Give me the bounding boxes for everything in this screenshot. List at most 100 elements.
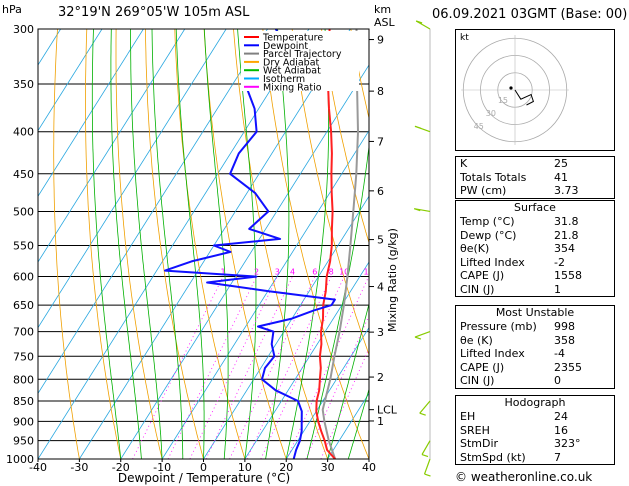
surface-title: Surface <box>514 201 556 214</box>
eh-row: EH 24 <box>460 410 568 423</box>
wind-barb <box>421 440 431 455</box>
wet-adiabat <box>347 388 369 459</box>
mixing-ratio-label: 8 <box>329 268 334 277</box>
datetime-label: 06.09.2021 03GMT (Base: 00) <box>432 7 628 22</box>
parcel-trajectory-line <box>321 29 359 459</box>
legend-entry: Isotherm <box>263 74 305 85</box>
isotherm-line <box>38 29 144 198</box>
temperature-line <box>315 29 336 459</box>
legend-entry: Temperature <box>262 33 323 44</box>
pressure-tick-label: 700 <box>13 326 34 339</box>
dry-adiabat <box>203 29 287 459</box>
wet-adiabat <box>151 29 184 459</box>
dry-adiabat <box>85 29 122 459</box>
most-unstable-table: Most Unstable Pressure (mb) 998 θe (K) 358… <box>455 305 615 389</box>
x-tick-label: 40 <box>362 461 376 474</box>
dry-adiabat <box>145 29 204 459</box>
mixing-ratio-label: 15 <box>364 268 374 277</box>
surface-lifted-index-row: Lifted Index -2 <box>460 255 565 269</box>
asl-unit-label: ASL <box>374 16 395 29</box>
surface-temp-row: Temp (°C) 31.8 <box>460 215 579 228</box>
wet-adiabat <box>130 29 163 459</box>
surface-dewp-row: Dewp (°C) 21.8 <box>460 228 579 242</box>
hodograph-ring-label: 15 <box>498 96 508 105</box>
copyright-footer: © weatheronline.co.uk <box>455 470 593 484</box>
location-label: 32°19'N 269°05'W 105m ASL <box>58 5 250 20</box>
k-index-value: 25 <box>554 157 568 170</box>
sreh-row: SREH 16 <box>460 423 568 437</box>
isotherm-line <box>203 195 369 459</box>
dry-adiabat <box>291 29 369 356</box>
dry-adiabat <box>53 29 80 459</box>
dry-adiabat <box>115 29 163 459</box>
height-tick-label: 7 <box>377 135 384 148</box>
height-tick-label: 3 <box>377 326 384 339</box>
dry-adiabat <box>262 29 369 459</box>
isotherm-line <box>38 29 268 395</box>
wet-adiabat <box>285 29 329 459</box>
isotherm-line <box>161 129 369 459</box>
wind-barb-flag <box>424 473 431 477</box>
mixing-ratio-label: 1 <box>221 268 226 277</box>
pressure-tick-label: 1000 <box>6 453 34 466</box>
hodograph-table: Hodograph EH 24 SREH 16 StmDir 323° StmSpd … <box>455 395 615 465</box>
legend-entry: Dewpoint <box>263 41 308 52</box>
storm-direction-row: StmDir 323° <box>460 437 581 450</box>
dewpoint-line <box>164 29 336 459</box>
x-tick-label: -10 <box>153 461 171 474</box>
height-tick-label: 1 <box>377 415 384 428</box>
x-tick-label: 30 <box>321 461 335 474</box>
wet-adiabat <box>237 29 257 459</box>
mixing-ratio-line <box>189 276 278 459</box>
isotherm-line <box>38 29 103 132</box>
pressure-tick-label: 900 <box>13 415 34 428</box>
mixing-ratio-label: 10 <box>339 268 349 277</box>
pressure-tick-label: 750 <box>13 350 34 363</box>
pressure-tick-label: 850 <box>13 395 34 408</box>
hodograph-unit-label: kt <box>460 33 469 43</box>
hodograph-trace <box>514 89 535 106</box>
wind-barb-flag <box>414 208 421 212</box>
x-tick-label: 10 <box>238 461 252 474</box>
height-tick-label: LCL <box>377 404 398 417</box>
storm-motion-marker <box>509 86 513 90</box>
legend-entry: Wet Adiabat <box>263 66 321 77</box>
surface-theta-e-row: θe(K) 354 <box>460 242 575 255</box>
surface-table: Surface Temp (°C) 31.8 Dewp (°C) 21.8 θe(K… <box>455 200 615 297</box>
wind-barb <box>419 400 431 414</box>
pressure-tick-label: 300 <box>13 23 34 36</box>
x-tick-label: -20 <box>112 461 130 474</box>
wind-barb <box>423 458 431 475</box>
isotherm-line <box>38 29 310 459</box>
mu-lifted-index-row: Lifted Index -4 <box>460 347 565 360</box>
pressure-unit-label: hPa <box>2 3 22 16</box>
pressure-tick-label: 550 <box>13 239 34 252</box>
wet-adiabat <box>175 29 205 459</box>
k-index-row: K 25 <box>456 157 614 171</box>
wind-barb-flag <box>419 412 426 416</box>
mixing-ratio-label: 2 <box>254 268 259 277</box>
isotherm-line <box>79 29 351 459</box>
mu-pressure-row: Pressure (mb) 998 <box>460 320 575 333</box>
mixing-ratio-label: 3 <box>275 268 280 277</box>
height-tick-label: 6 <box>377 185 384 198</box>
height-tick-label: 5 <box>377 234 384 247</box>
mu-cin-row: CIN (J) 0 <box>460 374 561 387</box>
legend-entry: Parcel Trajectory <box>263 49 342 60</box>
mu-theta-e-row: θe (K) 358 <box>460 333 575 347</box>
wind-barb-flag <box>415 20 423 24</box>
wind-barb <box>414 331 431 338</box>
pw-value: 3.73 <box>554 184 579 197</box>
pressure-tick-label: 400 <box>13 126 34 139</box>
isotherm-line <box>285 326 369 459</box>
surface-cin-row: CIN (J) 1 <box>460 282 561 296</box>
dry-adiabat <box>174 29 246 459</box>
pressure-tick-label: 800 <box>13 373 34 386</box>
storm-speed-row: StmSpd (kt) 7 <box>460 450 561 464</box>
mixing-ratio-line <box>205 276 293 459</box>
x-axis-label: Dewpoint / Temperature (°C) <box>118 471 290 485</box>
hodograph-ring-label: 45 <box>474 122 484 131</box>
